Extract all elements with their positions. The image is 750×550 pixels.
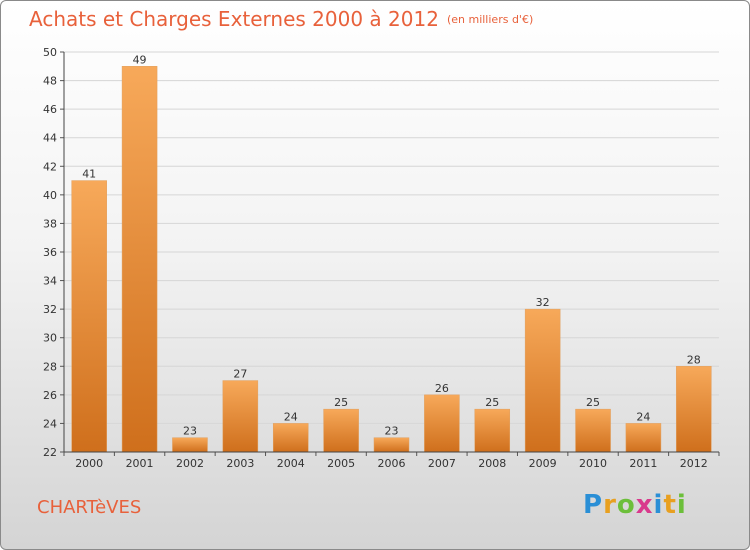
y-tick-label: 44: [43, 132, 57, 145]
bar: [323, 408, 359, 453]
x-tick-label: 2003: [226, 457, 254, 470]
y-tick-label: 30: [43, 332, 57, 345]
chart-title: Achats et Charges Externes 2000 à 2012: [29, 7, 439, 31]
city-name: CHARTèVES: [37, 497, 142, 518]
x-tick-label: 2004: [277, 457, 305, 470]
y-tick-label: 32: [43, 303, 57, 316]
chart-title-block: Achats et Charges Externes 2000 à 2012 (e…: [29, 7, 533, 31]
bars: [71, 66, 712, 453]
x-tick-label: 2011: [629, 457, 657, 470]
y-tick-label: 26: [43, 389, 57, 402]
bar-value-label: 26: [435, 382, 449, 395]
labels: 22 24 26 28 30 32 34 36 38 40 42 44 46 48 50 41 2000 49 20…: [43, 46, 708, 470]
bar-value-label: 25: [334, 396, 348, 409]
bar: [272, 423, 309, 453]
bar: [524, 308, 561, 453]
x-tick-label: 2009: [529, 457, 557, 470]
x-tick-label: 2001: [126, 457, 154, 470]
bar-value-label: 49: [133, 53, 147, 66]
bar-value-label: 28: [687, 353, 701, 366]
y-tick-label: 42: [43, 160, 57, 173]
logo-letter: i: [653, 490, 664, 520]
bar: [575, 408, 611, 453]
bar: [71, 180, 107, 453]
bar-value-label: 24: [284, 410, 298, 423]
grid-lines: [64, 51, 719, 453]
x-tick-label: 2008: [478, 457, 506, 470]
x-tick-label: 2006: [378, 457, 406, 470]
y-tick-label: 24: [43, 417, 57, 430]
bar-value-label: 23: [183, 425, 197, 438]
axes: [60, 51, 720, 456]
x-tick-label: 2010: [579, 457, 607, 470]
bar: [424, 394, 460, 453]
y-tick-label: 48: [43, 75, 57, 88]
bar-value-label: 24: [636, 410, 650, 423]
chart-unit: (en milliers d'€): [446, 13, 534, 26]
logo-letter: P: [583, 490, 604, 520]
bar: [676, 366, 712, 453]
bar-value-label: 41: [82, 168, 96, 181]
logo-letter: r: [603, 490, 617, 520]
y-tick-label: 38: [43, 217, 57, 230]
bar: [474, 408, 511, 453]
y-tick-label: 36: [43, 246, 57, 259]
y-tick-label: 28: [43, 360, 57, 373]
y-tick-label: 22: [43, 446, 57, 459]
y-tick-label: 46: [43, 103, 57, 116]
bar-value-label: 32: [536, 296, 550, 309]
bar: [373, 437, 410, 453]
logo-letter: i: [676, 490, 687, 520]
bar: [625, 423, 662, 453]
logo-letter: o: [616, 490, 636, 520]
bar-value-label: 25: [485, 396, 499, 409]
bar-value-label: 23: [385, 425, 399, 438]
y-tick-label: 50: [43, 46, 57, 59]
logo-letter: t: [663, 490, 677, 520]
x-tick-label: 2005: [327, 457, 355, 470]
logo-letter: x: [635, 490, 654, 520]
x-tick-label: 2000: [75, 457, 103, 470]
x-tick-label: 2012: [680, 457, 708, 470]
y-tick-label: 34: [43, 275, 57, 288]
bar-value-label: 25: [586, 396, 600, 409]
bar-value-label: 27: [233, 368, 247, 381]
y-tick-label: 40: [43, 189, 57, 202]
bar: [222, 380, 259, 453]
x-tick-label: 2002: [176, 457, 204, 470]
bar: [172, 437, 208, 453]
x-tick-label: 2007: [428, 457, 456, 470]
bar: [121, 66, 158, 453]
proxiti-logo[interactable]: Proxiti: [583, 490, 687, 520]
